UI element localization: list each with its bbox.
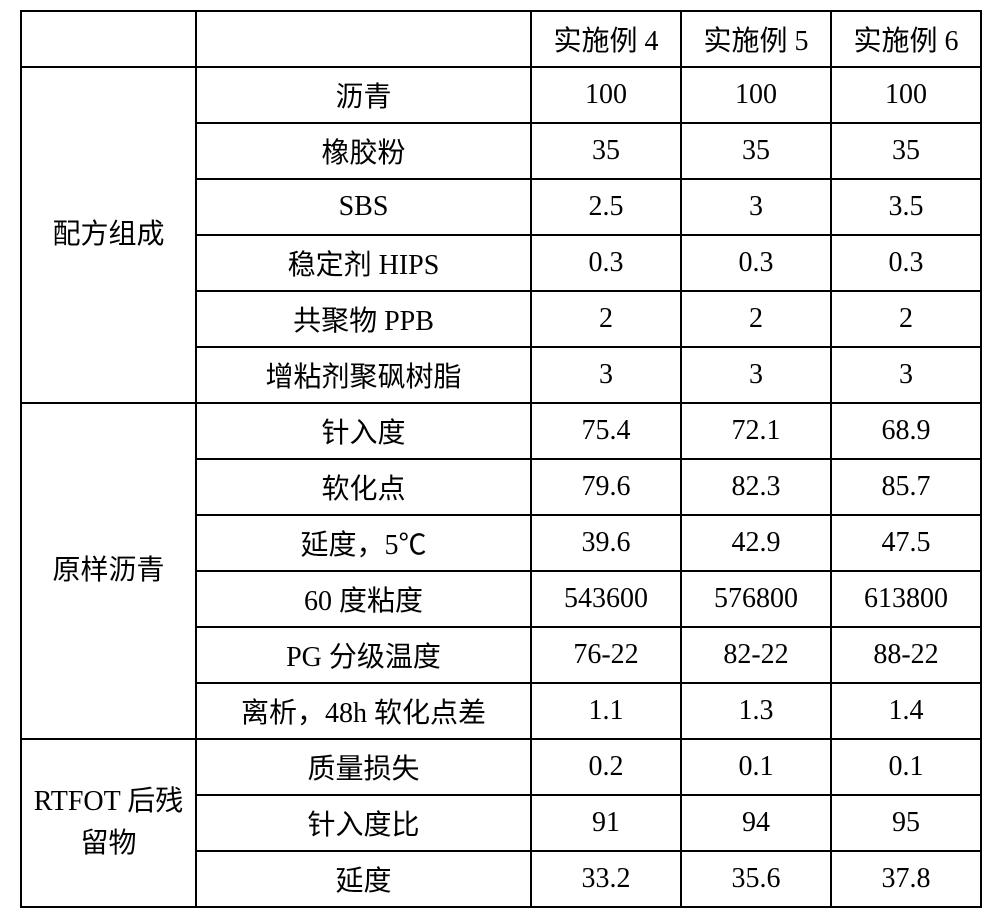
table-row: 原样沥青 针入度 75.4 72.1 68.9	[21, 403, 981, 459]
param-cell: 针入度比	[196, 795, 531, 851]
value-cell: 3.5	[831, 179, 981, 235]
value-cell: 35.6	[681, 851, 831, 907]
param-cell: PG 分级温度	[196, 627, 531, 683]
rtfot-label-line1: RTFOT 后残	[34, 786, 184, 817]
table-row: 配方组成 沥青 100 100 100	[21, 67, 981, 123]
value-cell: 39.6	[531, 515, 681, 571]
table-row: 实施例 4 实施例 5 实施例 6	[21, 11, 981, 67]
value-cell: 82-22	[681, 627, 831, 683]
header-example-6: 实施例 6	[831, 11, 981, 67]
value-cell: 35	[681, 123, 831, 179]
value-cell: 0.1	[831, 739, 981, 795]
value-cell: 100	[831, 67, 981, 123]
param-cell: 软化点	[196, 459, 531, 515]
value-cell: 72.1	[681, 403, 831, 459]
value-cell: 91	[531, 795, 681, 851]
value-cell: 68.9	[831, 403, 981, 459]
value-cell: 2.5	[531, 179, 681, 235]
value-cell: 0.3	[831, 235, 981, 291]
table-row: RTFOT 后残 留物 质量损失 0.2 0.1 0.1	[21, 739, 981, 795]
value-cell: 100	[531, 67, 681, 123]
value-cell: 47.5	[831, 515, 981, 571]
param-cell: 共聚物 PPB	[196, 291, 531, 347]
param-cell: 橡胶粉	[196, 123, 531, 179]
value-cell: 94	[681, 795, 831, 851]
value-cell: 35	[531, 123, 681, 179]
group-rtfot: RTFOT 后残 留物	[21, 739, 196, 907]
header-example-5: 实施例 5	[681, 11, 831, 67]
value-cell: 100	[681, 67, 831, 123]
group-original: 原样沥青	[21, 403, 196, 739]
value-cell: 576800	[681, 571, 831, 627]
value-cell: 37.8	[831, 851, 981, 907]
value-cell: 2	[531, 291, 681, 347]
param-cell: 离析，48h 软化点差	[196, 683, 531, 739]
value-cell: 75.4	[531, 403, 681, 459]
value-cell: 95	[831, 795, 981, 851]
value-cell: 1.3	[681, 683, 831, 739]
value-cell: 3	[681, 347, 831, 403]
value-cell: 42.9	[681, 515, 831, 571]
value-cell: 79.6	[531, 459, 681, 515]
value-cell: 3	[681, 179, 831, 235]
value-cell: 0.3	[531, 235, 681, 291]
value-cell: 88-22	[831, 627, 981, 683]
group-formula: 配方组成	[21, 67, 196, 403]
value-cell: 33.2	[531, 851, 681, 907]
param-cell: 延度，5℃	[196, 515, 531, 571]
header-example-4: 实施例 4	[531, 11, 681, 67]
value-cell: 82.3	[681, 459, 831, 515]
header-blank-1	[21, 11, 196, 67]
value-cell: 1.4	[831, 683, 981, 739]
value-cell: 613800	[831, 571, 981, 627]
header-blank-2	[196, 11, 531, 67]
param-cell: 沥青	[196, 67, 531, 123]
param-cell: 稳定剂 HIPS	[196, 235, 531, 291]
param-cell: SBS	[196, 179, 531, 235]
value-cell: 543600	[531, 571, 681, 627]
param-cell: 增粘剂聚砜树脂	[196, 347, 531, 403]
param-cell: 针入度	[196, 403, 531, 459]
param-cell: 延度	[196, 851, 531, 907]
param-cell: 质量损失	[196, 739, 531, 795]
value-cell: 2	[831, 291, 981, 347]
rtfot-label-line2: 留物	[80, 828, 136, 859]
value-cell: 0.2	[531, 739, 681, 795]
value-cell: 3	[831, 347, 981, 403]
data-table: 实施例 4 实施例 5 实施例 6 配方组成 沥青 100 100 100 橡胶…	[20, 10, 982, 908]
value-cell: 0.1	[681, 739, 831, 795]
value-cell: 76-22	[531, 627, 681, 683]
value-cell: 1.1	[531, 683, 681, 739]
value-cell: 0.3	[681, 235, 831, 291]
value-cell: 35	[831, 123, 981, 179]
value-cell: 2	[681, 291, 831, 347]
value-cell: 3	[531, 347, 681, 403]
param-cell: 60 度粘度	[196, 571, 531, 627]
value-cell: 85.7	[831, 459, 981, 515]
